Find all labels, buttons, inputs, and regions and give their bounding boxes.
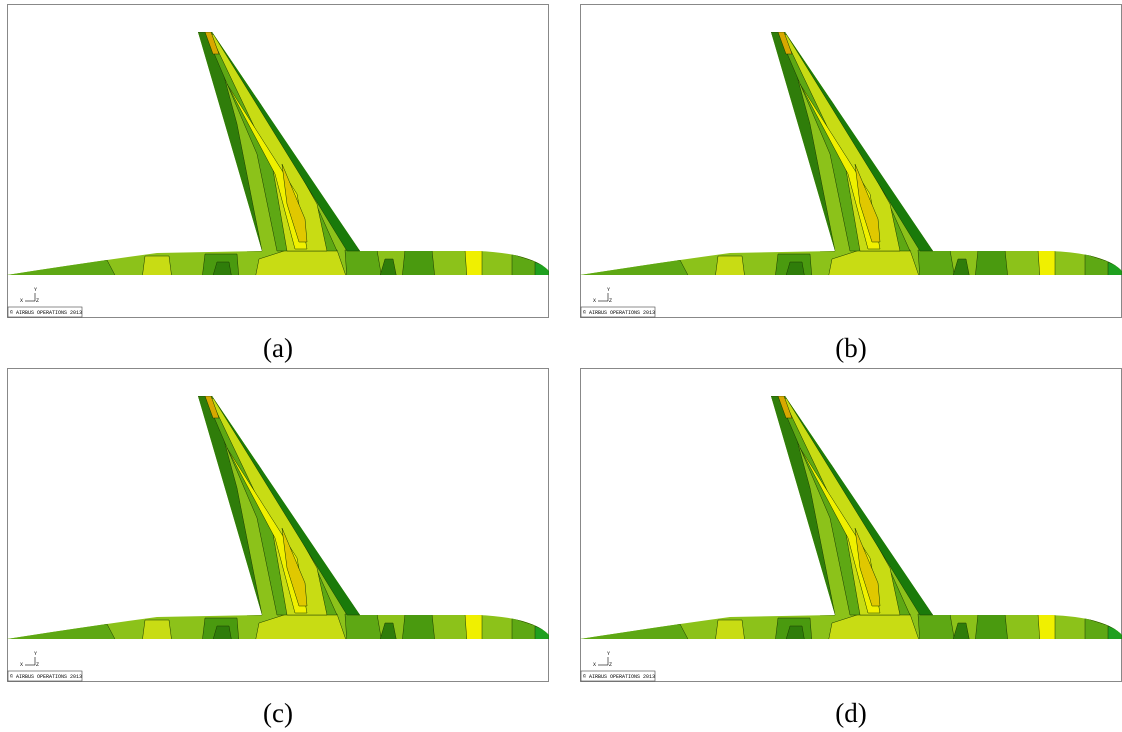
copyright: © AIRBUS OPERATIONS 2013 [583, 673, 655, 680]
copyright-box [580, 306, 656, 318]
panel: © AIRBUS OPERATIONS 2013 Y X Z [580, 368, 1122, 682]
axis-label: Z [36, 662, 39, 668]
caption: (c) [263, 698, 293, 728]
copyright: © AIRBUS OPERATIONS 2013 [583, 309, 655, 316]
axis-label: X [20, 662, 23, 668]
axis-label: Z [36, 298, 39, 304]
axis-label: Z [609, 662, 612, 668]
copyright: © AIRBUS OPERATIONS 2013 [10, 673, 82, 680]
axis-label: Y [607, 287, 610, 293]
contour-plot [7, 368, 549, 682]
caption: (d) [835, 698, 866, 728]
copyright: © AIRBUS OPERATIONS 2013 [10, 309, 82, 316]
copyright-box [580, 670, 656, 682]
contour-plot [580, 368, 1122, 682]
panel: © AIRBUS OPERATIONS 2013 Y X Z [580, 4, 1122, 318]
axis-label: Y [607, 651, 610, 657]
axis-label: X [593, 662, 596, 668]
axis-label: X [593, 298, 596, 304]
caption: (b) [835, 333, 866, 363]
axis-label: Y [34, 651, 37, 657]
axis-label: Y [34, 287, 37, 293]
contour-plot [580, 4, 1122, 318]
copyright-box [7, 670, 83, 682]
panel: © AIRBUS OPERATIONS 2013 Y X Z [7, 368, 549, 682]
contour-plot [7, 4, 549, 318]
panel: © AIRBUS OPERATIONS 2013 Y X Z [7, 4, 549, 318]
axis-label: X [20, 298, 23, 304]
copyright-box [7, 306, 83, 318]
caption: (a) [263, 333, 293, 363]
axis-label: Z [609, 298, 612, 304]
